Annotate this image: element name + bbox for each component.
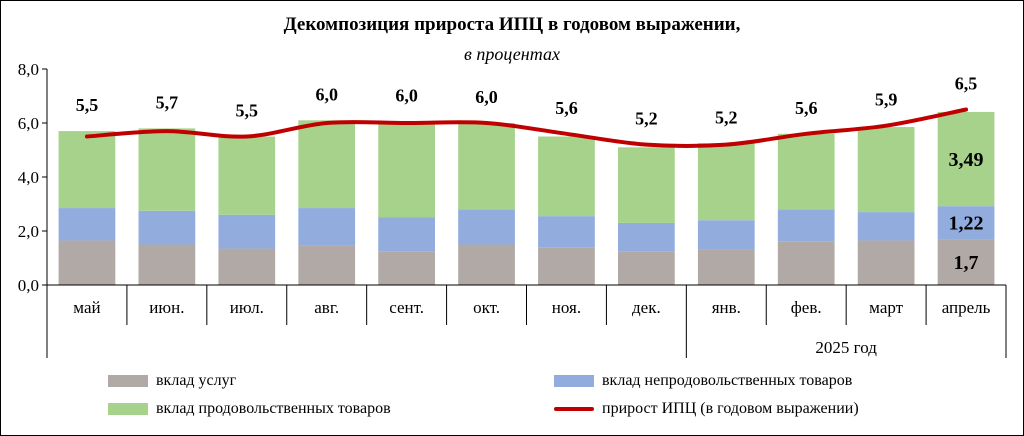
cpi-value-label: 6,5 xyxy=(955,74,978,94)
segment-value-label: 3,49 xyxy=(949,149,984,171)
bar-segment-nonfood xyxy=(697,220,755,250)
x-tick-label: март xyxy=(869,298,903,317)
bar-segment-services xyxy=(218,248,276,285)
bar-segment-services xyxy=(618,251,675,285)
bar-segment-food xyxy=(697,143,755,221)
segment-value-label: 1,7 xyxy=(954,252,979,274)
bar-segment-services xyxy=(298,245,356,285)
bar-segment-nonfood xyxy=(937,206,995,240)
bar-segment-food xyxy=(538,136,595,217)
y-tick-label: 0,0 xyxy=(18,276,39,295)
bar-segment-services xyxy=(458,244,515,285)
bar-segment-food xyxy=(937,111,995,207)
x-tick-label: авг. xyxy=(314,298,339,317)
x-tick-label: май xyxy=(73,298,100,317)
bar-segment-nonfood xyxy=(378,217,435,252)
cpi-value-label: 5,2 xyxy=(715,107,738,127)
y-tick-label: 4,0 xyxy=(18,168,39,187)
cpi-value-label: 5,7 xyxy=(156,92,179,112)
bar-segment-nonfood xyxy=(857,212,915,241)
bar-segment-food xyxy=(58,131,116,209)
x-tick-label: ноя. xyxy=(552,298,581,317)
bar-segment-nonfood xyxy=(538,216,595,248)
bar-segment-nonfood xyxy=(458,209,515,245)
cpi-value-label: 6,0 xyxy=(475,87,498,107)
bar-segment-services xyxy=(777,241,835,285)
bar-segment-nonfood xyxy=(298,208,356,246)
chart-subtitle: в процентах xyxy=(464,44,560,64)
bar-segment-services xyxy=(138,244,196,285)
bar-segment-services xyxy=(857,240,915,285)
y-tick-label: 8,0 xyxy=(18,60,39,79)
bar-segment-nonfood xyxy=(777,209,835,242)
cpi-value-label: 5,6 xyxy=(555,98,578,118)
bar-segment-services xyxy=(538,247,595,285)
bar-segment-services xyxy=(378,251,435,285)
cpi-line xyxy=(84,107,969,148)
bar-segment-food xyxy=(138,128,196,211)
chart-title: Декомпозиция прироста ИПЦ в годовом выра… xyxy=(283,14,741,35)
bar-segment-nonfood xyxy=(618,222,675,252)
cpi-value-label: 5,5 xyxy=(236,101,259,121)
bar-segment-nonfood xyxy=(218,214,276,249)
cpi-value-label: 5,5 xyxy=(76,95,99,115)
bar-segment-food xyxy=(298,120,356,209)
bar-segment-nonfood xyxy=(138,210,196,245)
bar-segment-food xyxy=(458,123,515,210)
x-tick-label: дек. xyxy=(632,298,661,317)
bar-segment-food xyxy=(857,127,915,213)
x-tick-label: окт. xyxy=(473,298,500,317)
bar-segment-food xyxy=(777,133,835,210)
bar-segment-nonfood xyxy=(58,208,116,241)
bar-segment-food xyxy=(378,121,435,218)
y-tick-label: 6,0 xyxy=(18,114,39,133)
cpi-value-label: 6,0 xyxy=(395,86,418,106)
bar-segment-services xyxy=(58,240,116,285)
x-tick-label: апрель xyxy=(942,298,991,317)
cpi-value-label: 5,6 xyxy=(795,98,818,118)
cpi-value-label: 6,0 xyxy=(315,84,338,104)
x-tick-label: июл. xyxy=(230,298,264,317)
x-tick-label: янв. xyxy=(712,298,741,317)
segment-value-label: 1,22 xyxy=(949,213,984,235)
bar-segment-services xyxy=(697,249,755,285)
y-tick-label: 2,0 xyxy=(18,222,39,241)
x-tick-label: фев. xyxy=(791,298,822,317)
cpi-value-label: 5,9 xyxy=(875,90,898,110)
bar-segment-services xyxy=(937,239,995,285)
cpi-value-label: 5,2 xyxy=(635,109,658,129)
x-tick-label: сент. xyxy=(389,298,424,317)
bar-segment-food xyxy=(618,147,675,223)
x-tick-label: июн. xyxy=(149,298,184,317)
x-group-label: 2025 год xyxy=(815,338,877,357)
bar-segment-food xyxy=(218,136,276,215)
